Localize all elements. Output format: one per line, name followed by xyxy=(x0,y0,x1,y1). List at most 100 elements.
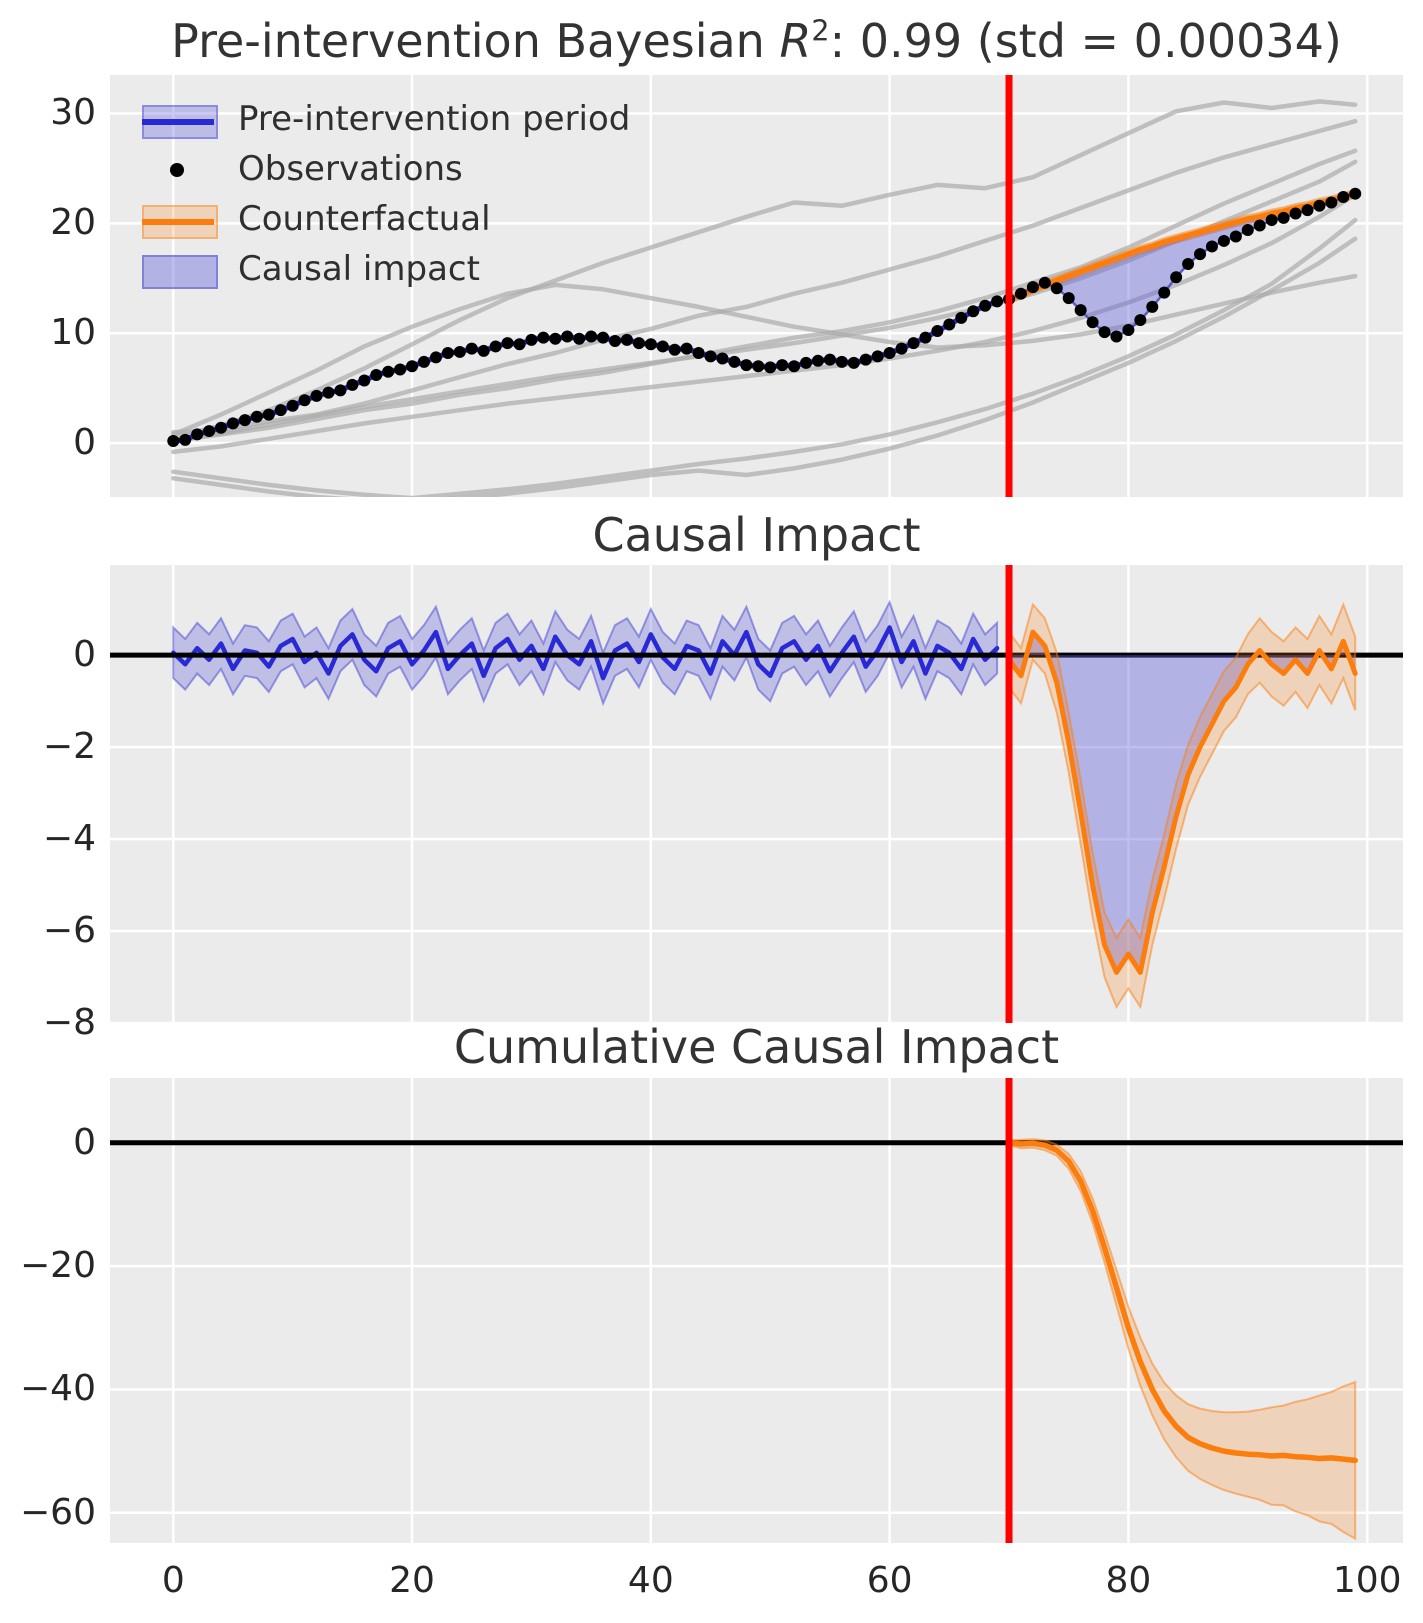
blue-band-line-icon xyxy=(142,105,218,139)
title-math-var: R xyxy=(779,14,812,68)
observation-dot xyxy=(788,360,801,373)
observation-dot xyxy=(811,354,824,367)
cumulative-panel xyxy=(110,1078,1403,1543)
observation-dot xyxy=(238,414,251,427)
observation-dot xyxy=(764,361,777,374)
observation-dot xyxy=(776,359,789,372)
observation-dot xyxy=(286,399,299,412)
observation-dot xyxy=(489,340,502,353)
counterfactual-line xyxy=(1006,190,1358,302)
observation-dot xyxy=(501,337,514,350)
observation-dot xyxy=(620,333,633,346)
observation-dot xyxy=(465,342,478,355)
y-tick-label: 10 xyxy=(50,312,96,354)
observation-dot xyxy=(704,350,717,363)
y-tick-label: 20 xyxy=(50,202,96,244)
observation-dot xyxy=(1277,211,1290,224)
observation-dot xyxy=(573,332,586,345)
observation-dot xyxy=(310,389,323,402)
observation-dot xyxy=(215,421,228,434)
observation-dot xyxy=(226,417,239,430)
control-series-line xyxy=(171,118,1358,435)
observation-dot xyxy=(537,331,550,344)
x-tick-label: 60 xyxy=(866,1560,913,1601)
x-tick-label: 20 xyxy=(389,1560,435,1601)
observation-dot xyxy=(1194,248,1207,261)
black-dot-icon xyxy=(170,163,184,177)
control-series-line xyxy=(171,236,1358,497)
top-panel-title: Pre-intervention Bayesian R2: 0.99 (std … xyxy=(110,14,1403,68)
x-tick-label: 100 xyxy=(1332,1560,1402,1601)
top-panel xyxy=(110,75,1403,497)
observation-dot xyxy=(346,378,359,391)
observation-dot xyxy=(191,428,204,441)
x-tick-label: 40 xyxy=(627,1560,674,1601)
observation-dot xyxy=(1026,281,1039,294)
observation-dot xyxy=(859,353,872,366)
observation-dot xyxy=(1313,199,1326,212)
observation-dot xyxy=(1205,240,1218,253)
observation-dot xyxy=(406,360,419,373)
observation-dot xyxy=(931,325,944,338)
observation-dot xyxy=(907,337,920,350)
observation-dot xyxy=(1050,282,1063,295)
observation-dot xyxy=(394,363,407,376)
control-series-line xyxy=(171,148,1358,444)
observation-dot xyxy=(632,337,645,350)
observation-dot xyxy=(644,338,657,351)
observation-dot xyxy=(967,305,980,318)
observation-dot xyxy=(1265,214,1278,227)
observation-dot xyxy=(167,434,180,447)
observation-dot xyxy=(1122,323,1135,336)
observation-dot xyxy=(752,360,765,373)
y-tick-label: −20 xyxy=(20,1245,96,1287)
y-tick-label: −2 xyxy=(42,726,96,768)
x-tick-label: 0 xyxy=(161,1560,185,1601)
observation-dot xyxy=(871,350,884,363)
observation-dot xyxy=(1086,316,1099,329)
observation-dot xyxy=(692,347,705,360)
observation-dot xyxy=(549,332,562,345)
causal-impact-fill xyxy=(1009,193,1356,337)
observation-dot xyxy=(453,345,466,358)
impact-panel-title: Causal Impact xyxy=(592,508,921,562)
y-tick-label: −40 xyxy=(20,1368,96,1410)
observation-dot xyxy=(1182,258,1195,271)
observation-dot xyxy=(358,374,371,387)
y-tick-label: 30 xyxy=(50,92,96,134)
observation-dot xyxy=(847,356,860,369)
title-text-suffix: : 0.99 (std = 0.00034) xyxy=(829,14,1342,68)
observation-dot xyxy=(382,365,395,378)
title-math-sup: 2 xyxy=(811,14,830,48)
observation-dot xyxy=(250,410,263,423)
observation-dot xyxy=(668,343,681,356)
y-tick-label: 0 xyxy=(73,422,96,464)
title-text: Pre-intervention Bayesian xyxy=(171,14,780,68)
observation-dot xyxy=(513,338,526,351)
y-tick-label: −8 xyxy=(42,1002,96,1043)
observation-dot xyxy=(561,330,574,343)
observation-dot xyxy=(1349,187,1362,200)
observation-dot xyxy=(1289,207,1302,220)
observation-dot xyxy=(334,384,347,397)
observation-dot xyxy=(1325,196,1338,209)
impact-panel xyxy=(110,565,1403,1023)
y-tick-label: −60 xyxy=(20,1491,96,1533)
observation-dot xyxy=(477,344,490,357)
observation-dot xyxy=(1229,230,1242,243)
observation-dot xyxy=(1074,304,1087,317)
observation-dot xyxy=(943,318,956,331)
observation-dot xyxy=(1098,326,1111,339)
y-tick-label: 0 xyxy=(73,1121,96,1163)
observation-dot xyxy=(298,394,311,407)
control-series-line xyxy=(171,217,1358,497)
cumulative-line xyxy=(1006,1140,1358,1464)
panel-background xyxy=(110,1078,1403,1543)
observation-dot xyxy=(823,353,836,366)
observation-dot xyxy=(800,356,813,369)
observation-dot xyxy=(895,342,908,355)
observation-dot xyxy=(1158,286,1171,299)
post-impact-line xyxy=(1006,629,1358,975)
